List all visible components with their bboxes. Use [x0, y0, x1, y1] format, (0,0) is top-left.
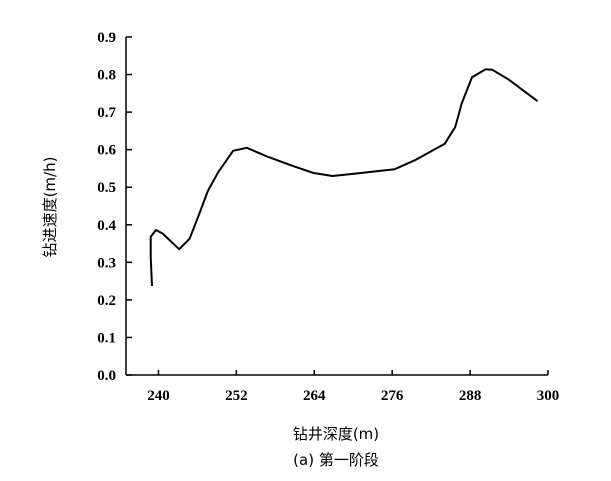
y-tick-label: 0.8: [97, 68, 116, 84]
y-tick-label: 0.7: [97, 105, 116, 121]
x-axis-label: 钻井深度(m): [293, 425, 379, 443]
y-tick-label: 0.3: [97, 255, 116, 271]
series-line: [149, 68, 539, 287]
x-tick-label: 300: [537, 388, 560, 404]
y-tick-label: 0.6: [97, 143, 116, 159]
x-tick-label: 276: [381, 388, 404, 404]
y-tick-label: 0.5: [97, 180, 116, 196]
axes: [125, 37, 548, 376]
ticks: 240 252 264 276 288 300 0.0 0.1 0.2 0.3 0.4 0.5 0.6 0…: [97, 30, 559, 404]
x-tick-label: 240: [147, 388, 170, 404]
x-tick-label: 264: [303, 388, 326, 404]
y-tick-label: 0.4: [97, 218, 116, 234]
y-tick-label: 0.1: [97, 330, 116, 346]
x-tick-label: 288: [459, 388, 482, 404]
chart-caption: (a) 第一阶段: [293, 451, 379, 469]
y-tick-label: 0.2: [97, 293, 116, 309]
y-tick-label: 0.0: [97, 368, 116, 384]
x-tick-label: 252: [225, 388, 248, 404]
y-tick-label: 0.9: [97, 30, 116, 46]
y-axis-label: 钻进速度(m/h): [41, 157, 59, 258]
